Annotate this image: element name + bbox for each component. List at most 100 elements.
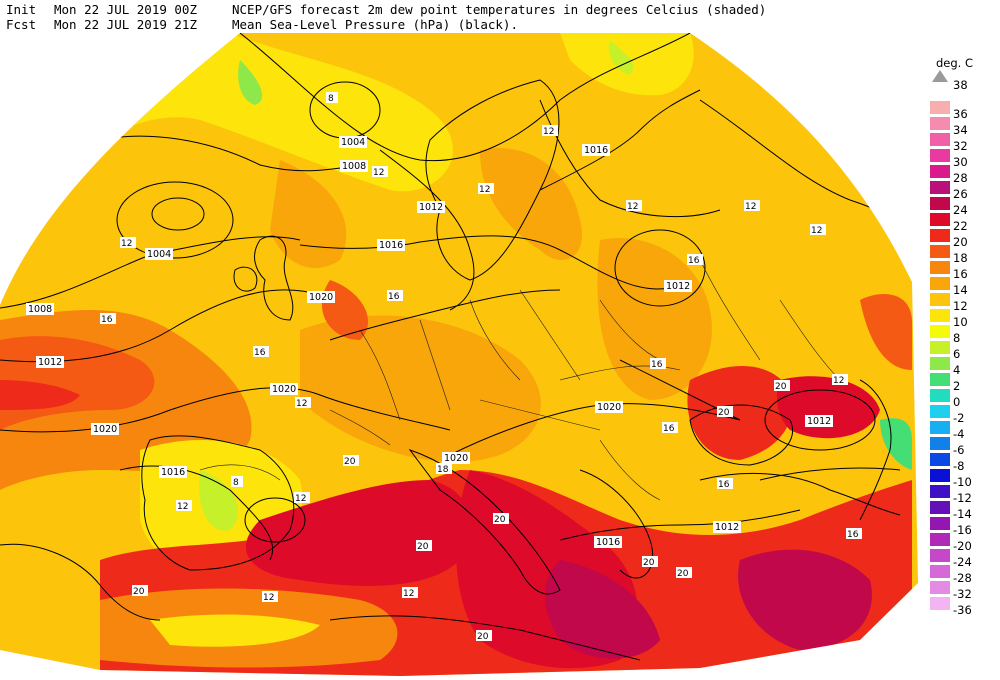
legend-swatch [930,133,950,146]
legend-unit: deg. C [936,56,974,70]
coastlines [141,79,901,661]
dewpoint-label: 16 [688,256,700,266]
legend-label: 34 [953,123,968,137]
dewpoint-label: 16 [847,530,859,540]
dewpoint-label: 20 [344,457,356,467]
dewpoint-zone-24 [738,549,872,650]
forecast-label: Fcst [6,17,37,32]
isobar-label: 1020 [597,402,621,413]
dewpoint-zone-20 [687,366,793,460]
legend-label: 16 [953,267,968,281]
legend-swatch [930,149,950,162]
dewpoint-zone-14 [480,148,582,260]
legend-max-label: 38 [953,78,968,92]
legend-swatch [930,533,950,546]
legend-swatch [930,485,950,498]
dewpoint-label: 8 [328,94,334,104]
legend-label: 20 [953,235,968,249]
legend-swatch [930,597,950,610]
legend-swatch [930,549,950,562]
legend-label: 30 [953,155,968,169]
legend-label: 2 [953,379,961,393]
dewpoint-label: 20 [494,515,506,525]
dewpoint-label: 18 [437,465,449,475]
legend-label: 0 [953,395,961,409]
legend-label: 24 [953,203,968,217]
dewpoint-label: 12 [373,168,384,178]
dewpoint-zone-14 [597,238,712,400]
legend-swatch [930,261,950,274]
isobar-label: 1020 [309,292,333,303]
legend-max-arrow [932,70,948,82]
dewpoint-labels: 8 12 12 12 12 12 12 12 16 16 16 16 16 12… [100,92,862,642]
chart-header: Init Mon 22 JUL 2019 00Z NCEP/GFS forecast… [0,0,930,34]
legend-label: 12 [953,299,968,313]
dewpoint-zone-4 [238,60,263,105]
legend-swatch [930,421,950,434]
legend-label: 14 [953,283,968,297]
legend-label: -16 [953,523,972,537]
legend-swatch [930,341,950,354]
legend-swatch [930,501,950,514]
legend-label: -20 [953,539,972,553]
legend-swatch [930,389,950,402]
legend-swatch [930,101,950,114]
dewpoint-label: 16 [388,292,400,302]
legend-swatch [930,165,950,178]
chart-title: NCEP/GFS forecast 2m dew point temperatu… [232,2,767,17]
legend-label: 36 [953,107,968,121]
dewpoint-label: 20 [718,408,730,418]
dewpoint-label: 12 [745,202,756,212]
legend-label: 6 [953,347,961,361]
isobar-label: 1012 [666,281,690,292]
dewpoint-label: 20 [417,542,429,552]
dewpoint-label: 8 [233,478,239,488]
legend-swatch [930,229,950,242]
legend-swatch [930,293,950,306]
dewpoint-zone-6 [608,40,634,75]
isobar-label: 1012 [807,416,831,427]
isobar-label: 1016 [379,240,403,251]
dewpoint-label: 12 [543,127,554,137]
legend-swatch [930,453,950,466]
dewpoint-label: 20 [677,569,689,579]
legend-swatch [930,357,950,370]
legend-swatch [930,117,950,130]
legend-label: 18 [953,251,968,265]
legend-swatch [930,277,950,290]
isobar-label: 1016 [161,467,185,478]
legend-label: 8 [953,331,961,345]
isobar-label: 1020 [272,384,296,395]
dewpoint-label: 20 [775,382,787,392]
isobar-label: 1012 [419,202,443,213]
dewpoint-label: 20 [477,632,489,642]
legend-label: 10 [953,315,968,329]
dewpoint-zone-14 [270,160,347,269]
dewpoint-label: 12 [479,185,490,195]
dewpoint-label: 16 [254,348,266,358]
legend-label: 22 [953,219,968,233]
legend-swatch [930,437,950,450]
legend-label: 26 [953,187,968,201]
legend-label: -4 [953,427,965,441]
legend-swatch [930,565,950,578]
dewpoint-label: 16 [718,480,730,490]
isobar-label: 1004 [341,137,365,148]
dewpoint-label: 16 [651,360,663,370]
isobar-label: 1016 [596,537,620,548]
legend-label: -14 [953,507,972,521]
forecast-datetime: Mon 22 JUL 2019 21Z [54,17,197,32]
legend-swatch [930,245,950,258]
legend-swatch [930,309,950,322]
dewpoint-zone-2 [880,418,912,470]
legend-swatch [930,373,950,386]
isobar-label: 1020 [444,453,468,464]
isobar-label: 1004 [147,249,171,260]
isobar-labels: 1004 1008 1016 1012 1016 1020 1004 1008 … [26,136,833,548]
header-line-forecast: Fcst Mon 22 JUL 2019 21Z Mean Sea-Level Pr… [6,17,518,32]
isobar-label: 1012 [715,522,739,533]
dewpoint-label: 12 [296,399,307,409]
color-legend: deg. C 38 36 34 32 30 28 26 24 22 20 18 16 14 12 10 8 6… [926,56,1000,676]
legend-swatch [930,197,950,210]
